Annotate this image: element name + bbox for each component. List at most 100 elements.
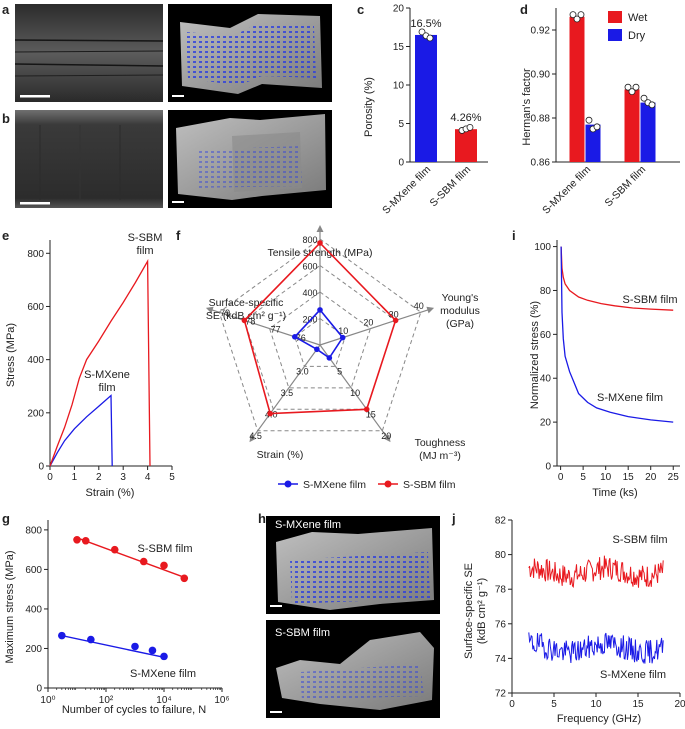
y-tick-label: 400: [27, 355, 44, 366]
x-tick-label: 10⁰: [40, 695, 55, 706]
scale-bar: [172, 95, 184, 97]
data-point: [58, 631, 66, 640]
x-tick-label: 15: [632, 699, 644, 710]
radar-grid-ring: [269, 291, 371, 389]
micrograph-a-3d-render: [168, 4, 332, 102]
panel-label-c: c: [357, 2, 364, 17]
radar-tick-label: 10: [338, 326, 348, 336]
radar-point: [314, 346, 320, 353]
x-tick-label: 2: [96, 472, 102, 483]
radar-axis-label: (MJ m⁻³): [419, 450, 461, 462]
y-tick-label: 0.86: [531, 158, 551, 169]
y-tick-label: 40: [540, 374, 552, 385]
radar-axis-label: modulus: [440, 305, 480, 317]
radar-axis-arrow: [383, 434, 391, 443]
data-point: [73, 535, 81, 544]
bar-value-label: 16.5%: [410, 18, 441, 30]
x-tick-label: 0: [47, 472, 53, 483]
radar-axis-label: SE (kdB cm² g⁻¹): [206, 310, 286, 322]
panel-label-f: f: [176, 228, 181, 243]
series-label: film: [98, 382, 115, 394]
fit-line: [76, 537, 185, 578]
x-tick-label: S-SBM film: [603, 163, 649, 209]
radar-point: [363, 406, 370, 413]
y-axis-label: Herman's factor: [521, 68, 533, 146]
y-tick-label: 0: [545, 462, 551, 473]
x-tick-label: 0: [509, 699, 515, 710]
radar-tick-label: 20: [381, 431, 391, 441]
y-tick-label: 10: [393, 81, 405, 92]
replicate-point: [418, 28, 426, 36]
bar-wet: [624, 89, 640, 162]
radar-point: [267, 410, 273, 417]
y-tick-label: 78: [495, 585, 507, 596]
panel-label-j: j: [451, 511, 456, 526]
series-label: S-SBM film: [613, 534, 668, 546]
fatigue-chart: Number of cycles to failure, N Maximum s…: [4, 520, 230, 716]
radar-series-1: [243, 241, 397, 415]
radar-axis-arrow: [205, 306, 214, 314]
panel-label-i: i: [512, 228, 516, 243]
series-label: S-SBM film: [623, 294, 678, 306]
x-tick-label: S-MXene film: [380, 163, 433, 216]
x-tick-label: 10⁴: [156, 695, 171, 706]
y-axis-label: Maximum stress (MPa): [4, 550, 16, 663]
x-tick-label: 10⁶: [214, 695, 229, 706]
y-tick-label: 800: [25, 525, 42, 536]
series-label: S-SBM: [128, 232, 163, 244]
series-line: [560, 246, 674, 311]
legend-label: S-MXene film: [303, 479, 366, 491]
y-tick-label: 800: [27, 249, 44, 260]
y-tick-label: 600: [25, 565, 42, 576]
radar-tick-label: 77: [271, 325, 281, 335]
radar-point: [317, 307, 323, 313]
series-label: film: [136, 245, 153, 257]
x-tick-label: S-SBM film: [428, 163, 474, 209]
replicate-point: [632, 83, 640, 91]
series-line: [528, 555, 664, 588]
data-point: [148, 646, 157, 655]
y-tick-label: 20: [540, 418, 552, 429]
series-line-s-mxene: [49, 394, 113, 467]
panel-label-e: e: [2, 228, 9, 243]
radar-axis: [319, 344, 390, 441]
legend-marker: [384, 480, 392, 488]
radar-tick-label: 3.5: [281, 388, 294, 398]
x-tick-label: 20: [674, 699, 685, 710]
y-tick-label: 600: [27, 302, 44, 313]
x-tick-label: 5: [580, 472, 586, 483]
radar-axis: [250, 344, 321, 441]
y-tick-label: 80: [540, 286, 552, 297]
x-axis-label: Strain (%): [86, 487, 135, 499]
radar-axis-label: Tensile strength (MPa): [267, 247, 372, 259]
bar-0: [415, 34, 437, 163]
bar-value-label: 4.26%: [450, 112, 481, 124]
radar-axis-label: Strain (%): [257, 449, 304, 461]
replicate-point: [585, 116, 593, 124]
radar-tick-label: 30: [389, 309, 399, 319]
x-tick-label: 5: [551, 699, 557, 710]
radar-grid-ring: [218, 238, 422, 432]
y-tick-label: 20: [393, 4, 405, 15]
series-label: S-MXene film: [130, 668, 196, 680]
y-tick-label: 5: [398, 119, 404, 130]
radar-series-0: [293, 308, 344, 360]
y-axis-label: Stress (MPa): [5, 323, 17, 387]
radar-axis-arrow: [426, 306, 435, 314]
data-point: [160, 561, 168, 570]
y-tick-label: 0: [398, 158, 404, 169]
data-point: [160, 652, 168, 661]
replicate-point: [628, 88, 636, 95]
series-label: S-MXene: [84, 369, 130, 381]
x-axis-label: Number of cycles to failure, N: [62, 704, 206, 716]
porosity-bar-chart: Porosity (%) 0 5 10 15 20 16.5% S-MXene film 4.…: [363, 4, 488, 217]
series-line: [560, 246, 674, 423]
stress-strain-chart: Strain (%) Stress (MPa) 0 1 2 3 4 5 0 200 400 600…: [5, 232, 175, 499]
scale-bar: [20, 95, 50, 98]
x-tick-label: 25: [668, 472, 680, 483]
radar-tick-label: 15: [366, 409, 376, 419]
radar-tick-label: 78: [245, 316, 255, 326]
scale-bar: [270, 605, 282, 607]
legend-label: Wet: [628, 12, 647, 24]
